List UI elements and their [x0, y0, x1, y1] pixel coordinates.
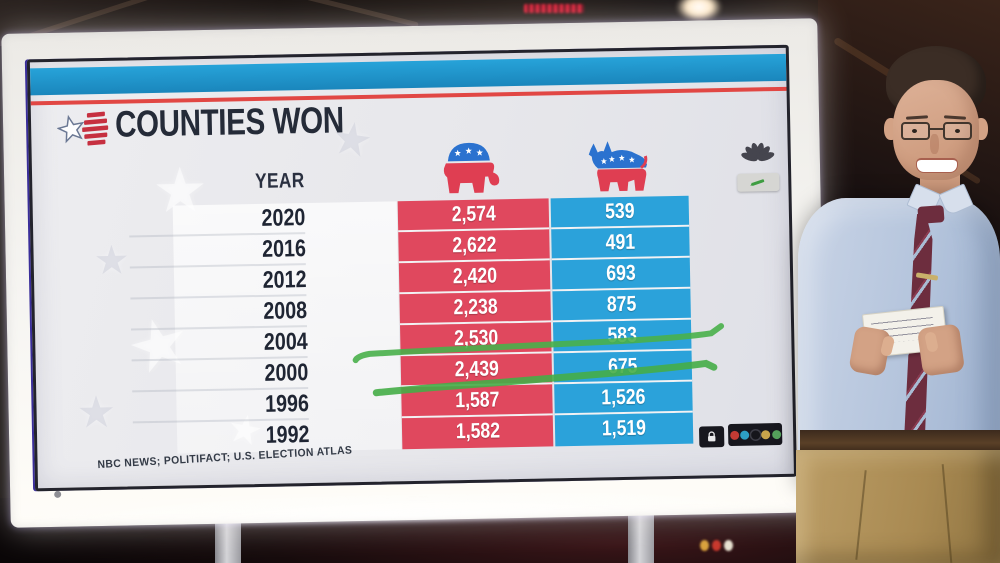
pencil-icon [750, 179, 765, 187]
lock-tool-button[interactable] [699, 426, 725, 448]
color-swatch-red[interactable] [729, 430, 739, 440]
floor-lights [700, 540, 746, 554]
color-swatch-yellow[interactable] [761, 429, 771, 439]
marker-line-2004 [352, 323, 725, 364]
presenter-nose [930, 134, 939, 154]
tie-knot [917, 205, 945, 224]
touchscreen-display: ★ ★ ★ ★ ★ ★ COUNTIES WON [1, 18, 827, 528]
marker-line-2000 [372, 359, 718, 397]
color-swatch-black[interactable] [750, 429, 760, 440]
presenter-pants [796, 450, 1000, 563]
color-swatch-cyan[interactable] [740, 430, 750, 440]
bezel-screw [54, 490, 62, 498]
studio-clock-led [524, 4, 584, 13]
glasses-icon [901, 122, 973, 144]
presenter-smile [916, 158, 958, 173]
presenter [770, 30, 1000, 563]
annotation-marker-lines [352, 323, 725, 397]
democratic-donkey-icon [588, 141, 648, 192]
lock-icon [708, 431, 716, 442]
pencil-tool-button[interactable] [737, 172, 780, 192]
flag-star-icon [56, 111, 109, 146]
screen-panel: ★ ★ ★ ★ ★ ★ COUNTIES WON [26, 44, 797, 492]
studio-light [676, 0, 722, 22]
republican-elephant-icon [443, 142, 500, 194]
presenter-hand [916, 323, 966, 377]
nbc-peacock-icon [741, 142, 775, 162]
